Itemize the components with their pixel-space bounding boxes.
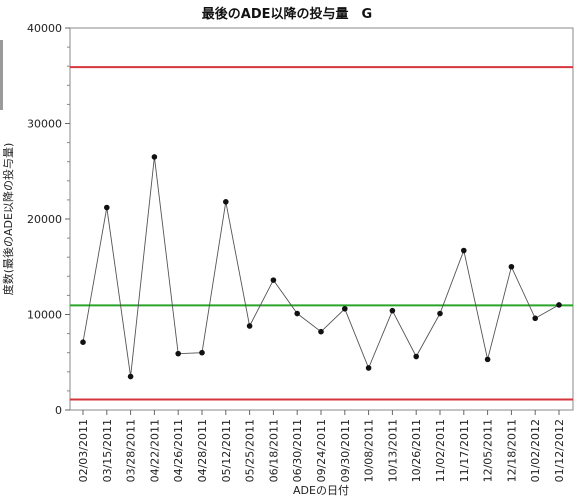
x-tick-label: 10/08/2011: [363, 419, 376, 482]
series-line: [82, 156, 560, 377]
y-axis: 0 10000 20000 30000 40000: [27, 22, 70, 417]
chart-title: 最後のADE以降の投与量 G: [202, 6, 372, 22]
x-tick-label: 06/30/2011: [291, 419, 304, 482]
data-point: [127, 373, 134, 380]
data-point: [413, 353, 420, 360]
data-point: [508, 263, 515, 270]
x-tick-label: 12/18/2011: [505, 419, 518, 482]
y-tick-label: 20000: [27, 213, 62, 226]
data-point: [294, 310, 301, 317]
x-tick-label: 04/22/2011: [148, 419, 161, 482]
y-tick-label: 40000: [27, 22, 62, 35]
x-tick-label: 04/28/2011: [196, 419, 209, 482]
x-tick-label: 09/24/2011: [315, 419, 328, 482]
data-point: [365, 365, 372, 371]
data-point: [389, 307, 396, 314]
y-tick-label: 10000: [27, 309, 62, 322]
x-tick-label: 10/26/2011: [410, 419, 423, 482]
plot-area: [69, 27, 574, 411]
data-point: [318, 328, 324, 335]
data-point: [246, 323, 253, 329]
data-point: [437, 310, 443, 317]
data-point: [556, 302, 562, 308]
y-axis-title: 度数(最後のADE以降の投与量): [1, 143, 15, 296]
data-point: [532, 315, 538, 322]
x-axis: 02/03/2011 03/15/2011 03/28/2011 04/22/2011…: [77, 410, 566, 482]
data-point: [223, 199, 229, 205]
x-tick-label: 05/25/2011: [244, 419, 257, 482]
data-point: [484, 356, 491, 363]
x-tick-label: 11/02/2011: [434, 419, 447, 482]
y-tick-label: 30000: [27, 118, 62, 131]
data-point: [80, 339, 86, 345]
x-tick-label: 02/03/2011: [77, 419, 90, 482]
data-points: [80, 154, 562, 380]
scroll-indicator[interactable]: [0, 40, 3, 110]
x-tick-label: 09/30/2011: [339, 419, 352, 482]
x-tick-label: 05/12/2011: [220, 419, 233, 482]
x-tick-label: 01/02/2012: [529, 419, 542, 482]
data-point: [175, 350, 181, 357]
reference-lines: [70, 66, 573, 401]
data-point: [270, 277, 277, 283]
data-point: [461, 247, 467, 254]
x-tick-label: 06/18/2011: [267, 419, 280, 482]
x-tick-label: 04/26/2011: [172, 419, 185, 482]
data-point: [342, 305, 348, 312]
data-point: [104, 204, 110, 211]
x-tick-label: 03/15/2011: [101, 419, 114, 482]
x-tick-label: 03/28/2011: [125, 419, 138, 482]
x-tick-label: 01/12/2012: [553, 419, 566, 482]
y-tick-label: 0: [55, 404, 62, 417]
x-axis-title: ADEの日付: [293, 484, 349, 497]
x-tick-label: 12/05/2011: [482, 419, 495, 482]
data-point: [151, 154, 158, 160]
x-tick-label: 10/13/2011: [386, 419, 399, 482]
x-tick-label: 11/17/2011: [458, 419, 471, 482]
data-point: [199, 349, 205, 356]
